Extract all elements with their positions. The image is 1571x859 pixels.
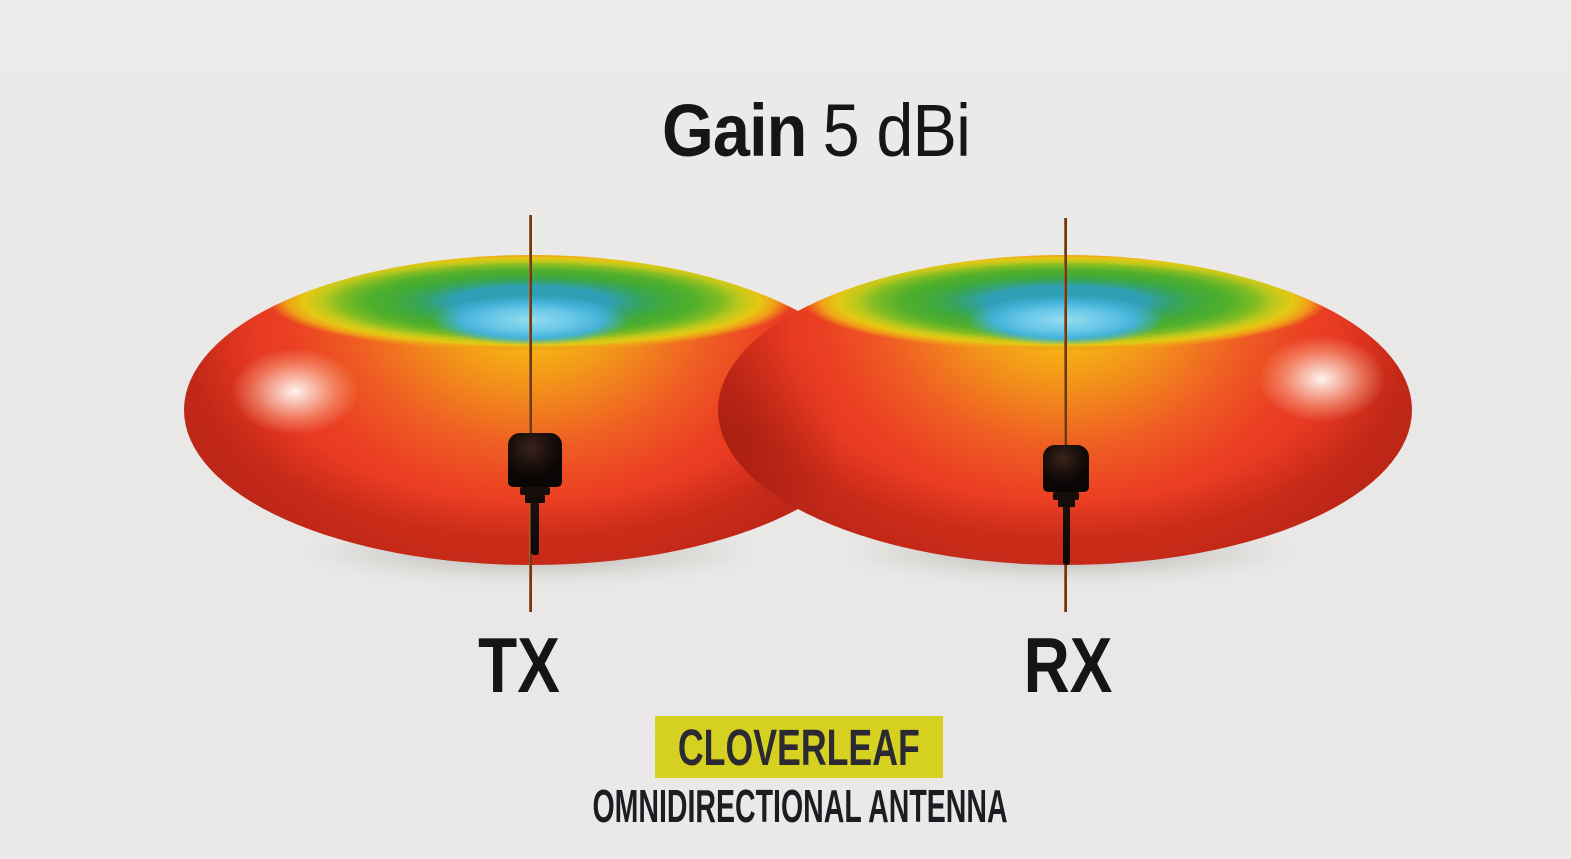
cloverleaf-banner: CLOVERLEAF (655, 716, 943, 778)
gain-title: Gain 5 dBi (645, 94, 987, 168)
gain-title-text: Gain 5 dBi (662, 94, 971, 168)
rx-label-text: RX (1023, 621, 1113, 709)
gain-value: 5 dBi (822, 89, 971, 172)
rx-label: RX (1014, 626, 1122, 704)
tx-label: TX (469, 626, 569, 704)
tx-antenna-connector (525, 495, 545, 503)
gain-word: Gain (662, 89, 807, 172)
rx-antenna-rod (1062, 507, 1070, 565)
omnidirectional-antenna-caption: OMNIDIRECTIONAL ANTENNA (465, 783, 1135, 829)
rx-antenna-model (1043, 445, 1089, 565)
tx-label-text: TX (478, 621, 560, 709)
tx-antenna-model (508, 433, 562, 555)
omnidirectional-antenna-caption-text: OMNIDIRECTIONAL ANTENNA (592, 780, 1008, 832)
tx-antenna-body (508, 433, 562, 487)
cloverleaf-banner-text: CLOVERLEAF (678, 718, 920, 776)
rx-vertical-axis-line (1064, 218, 1067, 612)
rx-antenna-neck (1053, 492, 1079, 500)
rx-antenna-connector (1057, 500, 1075, 507)
rx-antenna-body (1043, 445, 1089, 492)
tx-antenna-rod (531, 503, 539, 555)
tx-antenna-neck (520, 487, 550, 495)
tx-vertical-axis-line (529, 215, 532, 612)
